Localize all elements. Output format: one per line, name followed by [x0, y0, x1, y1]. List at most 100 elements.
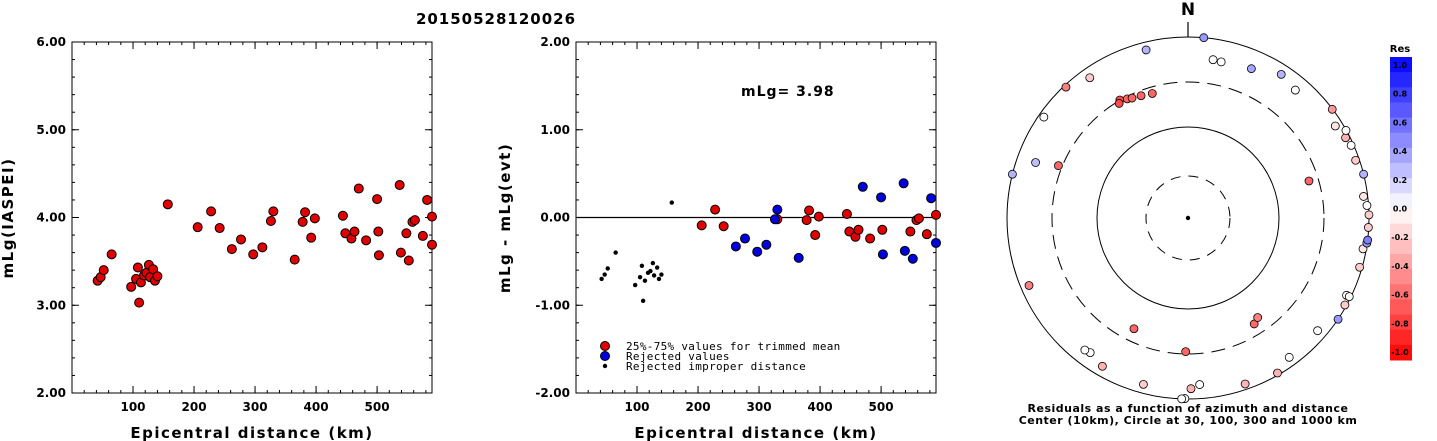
improper-distance-point	[632, 282, 638, 288]
middle-y-tick-label: 1.00	[540, 123, 570, 137]
residual-point	[1186, 384, 1196, 394]
colorbar-cell	[1390, 102, 1412, 119]
trimmed-point	[801, 215, 812, 226]
left-x-tick-label: 100	[120, 400, 145, 414]
residual-point	[1127, 93, 1137, 103]
residual-point	[1240, 379, 1250, 389]
residual-point	[1363, 235, 1373, 245]
improper-distance-point	[642, 278, 648, 283]
residual-point	[1333, 314, 1343, 324]
improper-distance-point	[637, 274, 643, 280]
residual-point	[1007, 169, 1017, 179]
left-x-tick-label: 500	[365, 400, 390, 414]
colorbar-tick-label: 0.4	[1393, 147, 1408, 156]
left-points	[92, 180, 437, 308]
left-plot-frame	[71, 41, 433, 394]
colorbar-ticks: 1.0 0.8 0.6 0.4 0.2 0.0 -0.2 -0.4 -0.6 -0.8 -1.0	[1391, 61, 1409, 357]
colorbar-tick-label: -0.8	[1391, 319, 1409, 328]
colorbar-cell	[1390, 72, 1412, 88]
colorbar-cell	[1390, 57, 1412, 73]
colorbar-cell	[1390, 344, 1412, 361]
residual-point	[1054, 161, 1063, 171]
rejected-point	[907, 253, 918, 264]
data-point	[422, 194, 433, 205]
rejected-point	[769, 214, 780, 225]
data-point	[134, 297, 145, 308]
trimmed-point	[913, 213, 924, 224]
improper-distance-point	[599, 276, 604, 282]
residual-point	[1355, 262, 1365, 272]
colorbar-cell	[1390, 284, 1412, 300]
residual-point	[1085, 73, 1095, 83]
residual-point	[1181, 347, 1191, 357]
data-point	[206, 206, 217, 217]
colorbar: Res 1.0 0.8 0.6 0.4 0.2 0.0 -0.2 -0.4 -0.6 -0.8 -1…	[1390, 44, 1412, 361]
data-point	[98, 265, 109, 276]
epicenter-dot	[1185, 215, 1191, 221]
data-point	[226, 244, 237, 255]
left-x-tick-label: 300	[243, 400, 268, 414]
rejected-point	[772, 204, 783, 215]
residual-point	[1362, 201, 1372, 210]
left-y-tick-label: 6.00	[36, 35, 66, 49]
improper-distance-point	[656, 276, 662, 282]
colorbar-tick-label: -0.4	[1391, 262, 1409, 271]
residual-point	[1208, 55, 1218, 65]
rejected-point	[898, 178, 909, 189]
middle-y-tick-label: -1.00	[535, 298, 570, 312]
colorbar-cell	[1390, 132, 1412, 149]
data-point	[152, 271, 163, 282]
residual-point	[1340, 300, 1350, 310]
colorbar-tick-label: 0.8	[1393, 90, 1408, 99]
colorbar-cell	[1390, 147, 1412, 164]
legend-improper-marker	[602, 363, 608, 369]
data-point	[373, 226, 384, 237]
legend-rejected-label: Rejected values	[626, 350, 730, 363]
residual-point	[1080, 345, 1090, 355]
ring-100km	[1096, 126, 1280, 310]
colorbar-cell	[1390, 117, 1412, 134]
data-point	[236, 234, 247, 245]
data-point	[106, 249, 117, 260]
colorbar-cell	[1390, 193, 1412, 209]
residual-point	[1141, 45, 1151, 55]
residual-point	[1327, 104, 1337, 114]
data-point	[214, 223, 225, 234]
rejected-point	[926, 193, 937, 204]
data-point	[289, 254, 300, 265]
residual-point	[1341, 133, 1350, 143]
residual-point	[1290, 85, 1300, 95]
trimmed-point	[905, 226, 916, 237]
trimmed-point	[877, 224, 888, 235]
data-point	[300, 207, 311, 218]
middle-y-tick-label: -2.00	[535, 386, 570, 400]
middle-y-ticks: -2.00 -1.00 0.00 1.00 2.00	[535, 35, 936, 400]
data-point	[265, 216, 276, 227]
rejected-point	[877, 249, 888, 260]
colorbar-tick-label: 1.0	[1393, 61, 1408, 70]
residual-point	[1344, 292, 1354, 302]
colorbar-cell	[1390, 253, 1412, 270]
residual-point	[1195, 380, 1205, 389]
data-point	[248, 249, 259, 260]
left-y-axis-label: mLg(IASPEI)	[0, 158, 17, 279]
rejected-point	[876, 192, 887, 203]
residual-point	[1276, 69, 1286, 79]
middle-x-tick-label: 400	[808, 400, 833, 414]
rejected-point	[752, 246, 763, 257]
middle-y-tick-label: 2.00	[540, 35, 570, 49]
residual-point	[1359, 192, 1368, 201]
trimmed-point	[865, 233, 876, 244]
improper-distance-point	[648, 268, 653, 274]
trimmed-point	[813, 211, 824, 222]
residual-point	[1129, 324, 1139, 334]
colorbar-tick-label: 0.0	[1393, 205, 1408, 214]
rejected-point	[793, 252, 804, 263]
colorbar-cell	[1390, 87, 1412, 103]
data-point	[427, 239, 437, 250]
left-y-tick-label: 4.00	[36, 211, 66, 225]
middle-points	[599, 178, 941, 304]
data-point	[427, 211, 437, 222]
improper-distance-point	[640, 298, 646, 304]
data-point	[395, 247, 406, 258]
